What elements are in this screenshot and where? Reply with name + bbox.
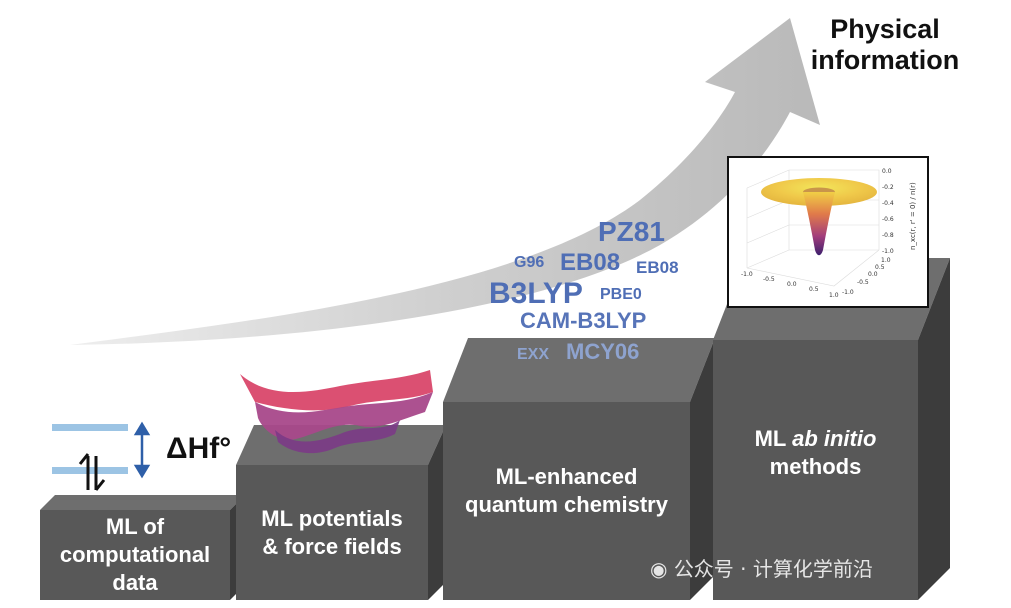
svg-text:-1.0: -1.0: [882, 248, 894, 255]
step-2-label: ML potentials & force fields: [261, 506, 403, 559]
svg-text:1.0: 1.0: [881, 257, 891, 264]
enthalpy-label: ΔHf°: [166, 432, 232, 465]
physical-information-heading: Physical information: [790, 14, 980, 76]
svg-text:-0.6: -0.6: [882, 216, 894, 223]
wechat-icon: ◉: [650, 557, 668, 581]
step-block-3: [443, 338, 715, 600]
xc-hole-plot-graphic: 0.0 -0.2 -0.4 -0.6 -0.8 -1.0 n_xc(r, r' …: [741, 168, 917, 299]
svg-text:-0.4: -0.4: [882, 200, 894, 207]
functional-pbe0: PBE0: [600, 286, 642, 303]
functional-eb08-small: EB08: [636, 258, 679, 277]
svg-text:0.0: 0.0: [868, 271, 878, 278]
progress-arrow: [70, 18, 820, 345]
svg-text:-0.8: -0.8: [882, 232, 894, 239]
functional-eb08-large: EB08: [560, 249, 621, 276]
x-axis-ticks: -1.0 -0.5 0.0 0.5 1.0: [741, 271, 839, 299]
upper-level-line: [52, 424, 128, 431]
svg-text:-0.5: -0.5: [857, 279, 869, 286]
spin-pair-icon: [78, 453, 106, 491]
step-3-label: ML-enhanced quantum chemistry: [465, 464, 668, 517]
z-axis-ticks: 0.0 -0.2 -0.4 -0.6 -0.8 -1.0: [882, 168, 894, 255]
svg-text:1.0: 1.0: [829, 292, 839, 299]
svg-text:-0.2: -0.2: [882, 184, 894, 191]
svg-text:0.0: 0.0: [882, 168, 892, 175]
svg-text:0.5: 0.5: [809, 286, 819, 293]
svg-text:-0.5: -0.5: [763, 276, 775, 283]
xc-hole-plot: 0.0 -0.2 -0.4 -0.6 -0.8 -1.0 n_xc(r, r' …: [727, 156, 929, 308]
functional-pz81: PZ81: [598, 216, 665, 247]
svg-text:0.0: 0.0: [787, 281, 797, 288]
lower-level-line: [52, 467, 128, 474]
plot-well: [803, 192, 835, 256]
heading-line-1: Physical: [830, 14, 940, 44]
functional-b3lyp: B3LYP: [489, 277, 583, 310]
z-axis-label: n_xc(r, r' = 0) / n(r): [909, 182, 917, 250]
potential-energy-surface: [240, 370, 433, 454]
double-arrow-icon: [133, 421, 151, 479]
energy-level-diagram: [52, 421, 151, 491]
functional-g96: G96: [514, 254, 545, 271]
step-block-2: [236, 425, 446, 600]
svg-text:0.5: 0.5: [875, 264, 885, 271]
svg-text:-1.0: -1.0: [842, 289, 854, 296]
heading-line-2: information: [810, 45, 960, 76]
step-4-label: ML ab initio methods: [754, 426, 877, 479]
functional-cam-b3lyp: CAM-B3LYP: [520, 308, 647, 333]
watermark: ◉ 公众号 · 计算化学前沿: [650, 553, 873, 582]
watermark-text: 公众号 · 计算化学前沿: [673, 557, 873, 581]
y-axis-ticks: 1.0 0.5 0.0 -0.5 -1.0: [842, 257, 891, 296]
functional-exx: EXX: [517, 346, 550, 363]
svg-text:-1.0: -1.0: [741, 271, 753, 278]
step-1-label: ML of computational data: [59, 514, 211, 595]
functional-mcy06: MCY06: [566, 339, 640, 364]
